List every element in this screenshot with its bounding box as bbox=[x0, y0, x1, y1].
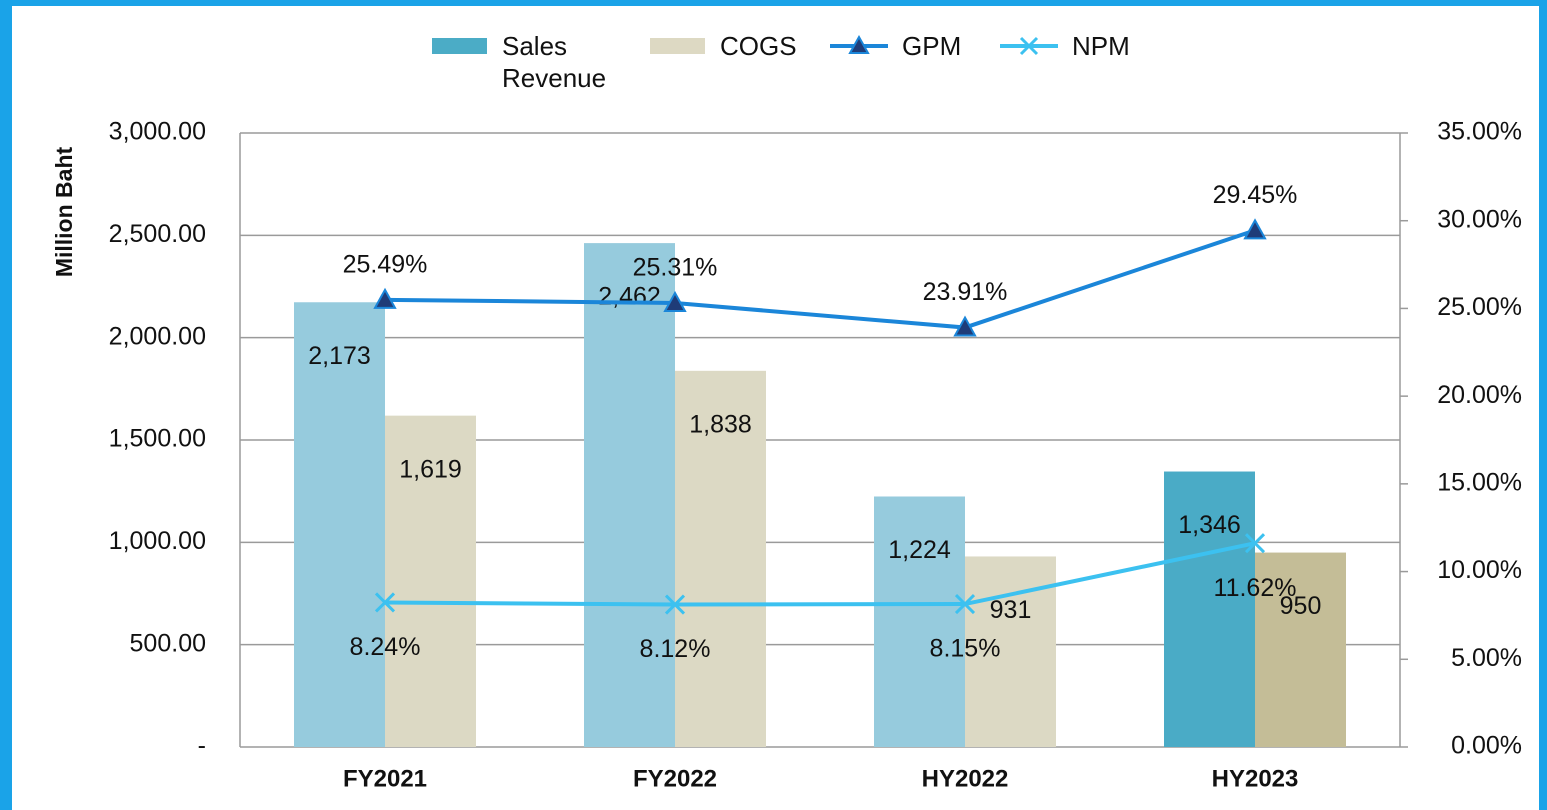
marker bbox=[373, 287, 397, 309]
data-label: 11.62% bbox=[1214, 574, 1297, 602]
marker bbox=[954, 593, 976, 615]
legend-marker bbox=[1019, 36, 1039, 56]
y-tick-label: 500.00 bbox=[130, 629, 206, 657]
legend-label: NPM bbox=[1072, 31, 1130, 61]
data-label: 8.24% bbox=[350, 633, 421, 661]
y2-tick-label: 30.00% bbox=[1437, 205, 1522, 233]
bar bbox=[294, 302, 385, 747]
marker bbox=[953, 315, 977, 337]
marker bbox=[1244, 533, 1266, 554]
data-label: 2,462 bbox=[598, 283, 661, 311]
y2-tick-label: 0.00% bbox=[1451, 732, 1522, 760]
marker bbox=[374, 592, 396, 613]
bar bbox=[1255, 552, 1346, 747]
bar bbox=[675, 370, 766, 747]
y-axis-label: Million Baht bbox=[51, 147, 77, 278]
data-label: 29.45% bbox=[1213, 181, 1298, 209]
data-label: 25.31% bbox=[633, 254, 718, 282]
y-tick-label: 2,500.00 bbox=[109, 220, 206, 248]
data-label: 8.12% bbox=[640, 635, 711, 663]
bar bbox=[584, 243, 675, 748]
data-label: 25.49% bbox=[343, 250, 428, 278]
data-label: 23.91% bbox=[923, 278, 1008, 306]
y-tick-label: 3,000.00 bbox=[109, 118, 206, 146]
x-tick-label: HY2023 bbox=[1212, 765, 1299, 792]
legend-swatch bbox=[650, 38, 705, 54]
y2-tick-label: 5.00% bbox=[1451, 644, 1522, 672]
data-label: 1,346 bbox=[1178, 511, 1241, 539]
legend-label: Sales Revenue bbox=[502, 31, 607, 93]
x-tick-label: FY2022 bbox=[633, 765, 717, 792]
line bbox=[384, 228, 1256, 330]
x-tick-label: HY2022 bbox=[922, 765, 1009, 792]
legend-marker bbox=[848, 34, 870, 54]
data-label: 1,838 bbox=[689, 410, 752, 438]
data-label: 1,224 bbox=[888, 536, 951, 564]
legend-swatch bbox=[432, 38, 487, 54]
y-tick-label: - bbox=[198, 732, 206, 760]
bar bbox=[385, 415, 476, 747]
legend-label: COGS bbox=[720, 31, 797, 61]
data-label: 1,619 bbox=[399, 455, 462, 483]
x-tick-label: FY2021 bbox=[343, 765, 427, 792]
bar bbox=[874, 496, 965, 747]
data-label: 2,173 bbox=[308, 342, 371, 370]
y2-tick-label: 25.00% bbox=[1437, 293, 1522, 321]
y2-tick-label: 35.00% bbox=[1437, 118, 1522, 146]
legend-label: GPM bbox=[902, 31, 962, 61]
y2-tick-label: 15.00% bbox=[1437, 468, 1522, 496]
y-tick-label: 1,000.00 bbox=[109, 527, 206, 555]
y2-tick-label: 10.00% bbox=[1437, 556, 1522, 584]
y2-tick-label: 20.00% bbox=[1437, 381, 1522, 409]
marker bbox=[663, 290, 687, 312]
line bbox=[384, 541, 1256, 607]
y-tick-label: 1,500.00 bbox=[109, 425, 206, 453]
marker bbox=[1243, 218, 1267, 240]
y-tick-label: 2,000.00 bbox=[109, 322, 206, 350]
data-label: 931 bbox=[990, 596, 1032, 624]
data-label: 950 bbox=[1280, 592, 1322, 620]
data-label: 8.15% bbox=[930, 635, 1001, 663]
marker bbox=[664, 594, 686, 615]
bar bbox=[1164, 471, 1255, 747]
